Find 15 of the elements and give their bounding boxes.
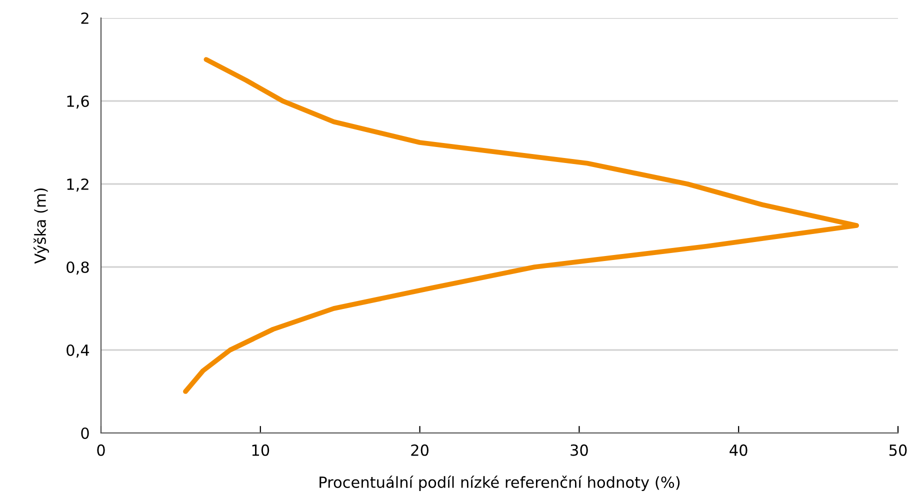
y-axis-title: Výška (m) — [34, 188, 49, 264]
x-tick-label: 50 — [889, 444, 907, 456]
y-tick-label: 1,2 — [67, 178, 88, 192]
line-series — [183, 57, 859, 394]
x-tick-label: 0 — [97, 444, 105, 456]
x-axis-title: Procentuální podíl nízké referenční hodnoty (%) — [320, 476, 680, 491]
x-tick-label: 30 — [570, 444, 588, 456]
x-tick-label: 10 — [252, 444, 270, 456]
y-tick-label: 1,6 — [67, 95, 89, 109]
y-tick-label: 0,4 — [66, 344, 90, 358]
x-tick-label: 20 — [411, 444, 429, 456]
x-tick-label: 40 — [730, 444, 748, 456]
y-tick-label: 0 — [81, 427, 89, 440]
y-tick-label: 2 — [81, 12, 88, 24]
y-tick-label: 0,8 — [66, 261, 89, 275]
